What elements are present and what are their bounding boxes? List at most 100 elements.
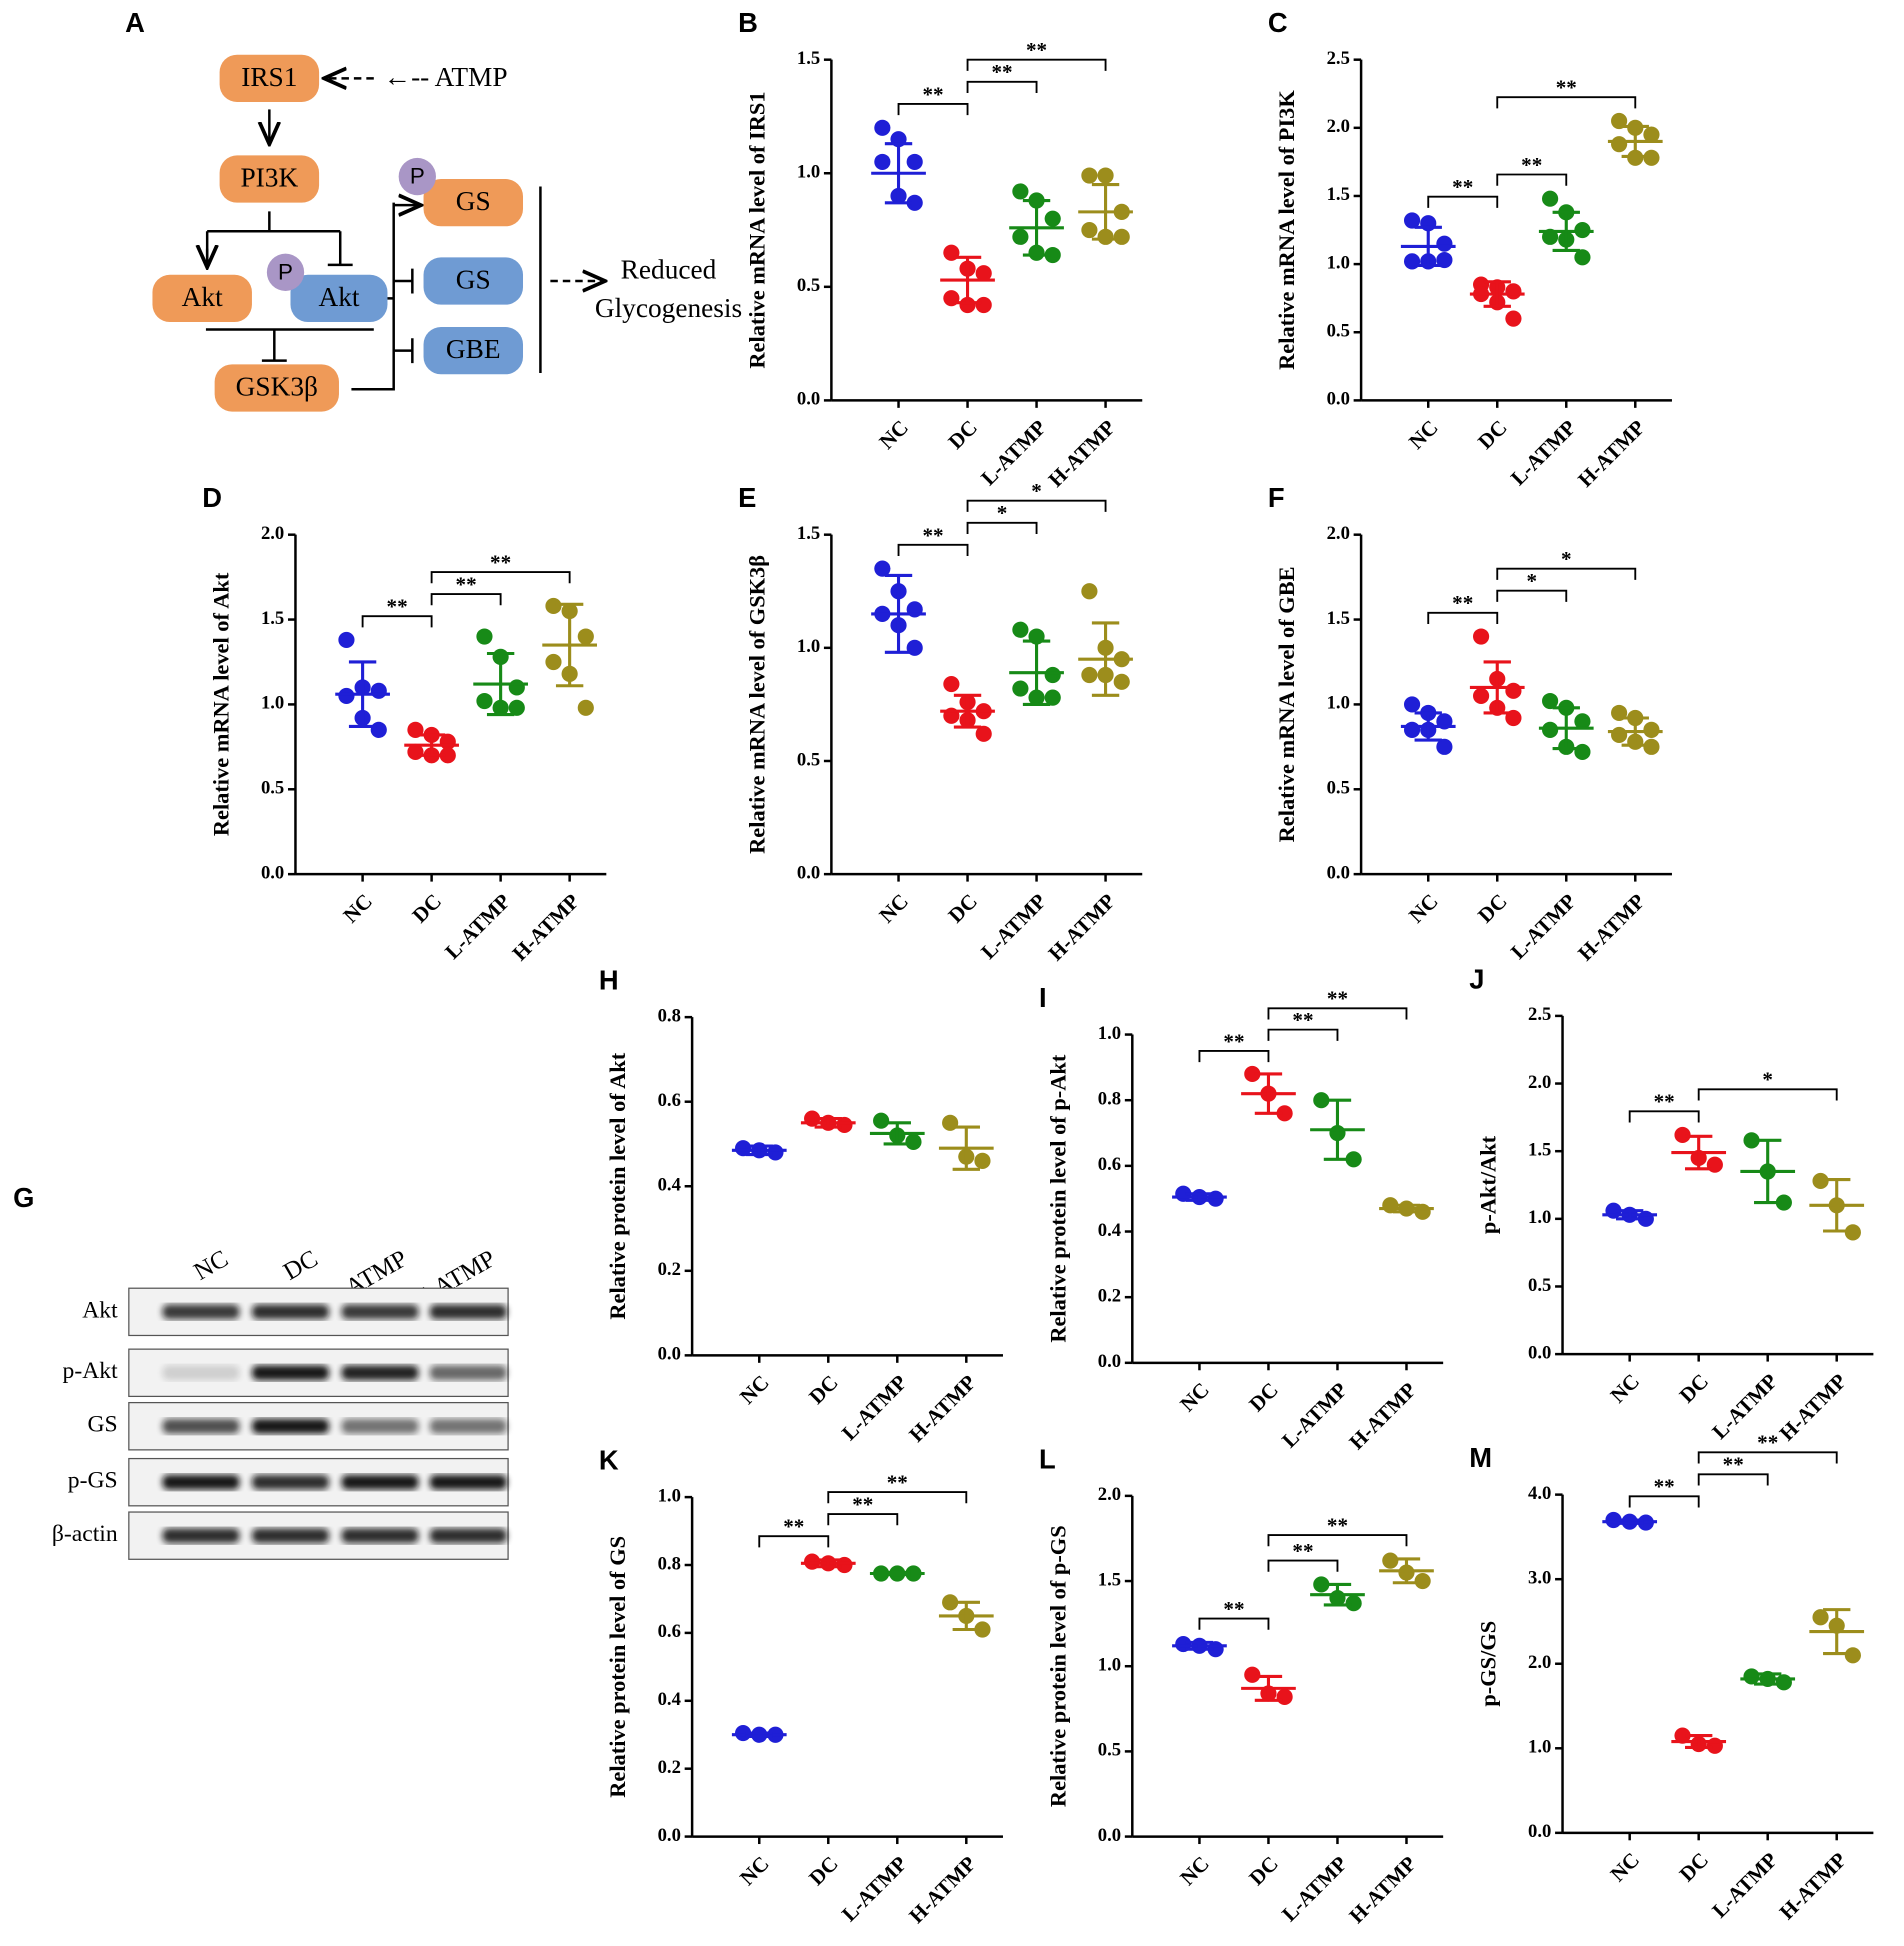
data-point xyxy=(508,699,525,716)
data-point xyxy=(1313,1576,1330,1593)
sig-bracket xyxy=(1496,173,1568,186)
row-label: β-actin xyxy=(52,1521,118,1547)
y-tick-label: 0.8 xyxy=(658,1553,681,1574)
data-point xyxy=(1012,228,1029,245)
band xyxy=(251,1474,330,1490)
data-point xyxy=(906,153,923,170)
y-tick-label: 0.5 xyxy=(261,778,284,799)
panel-letter: F xyxy=(1268,482,1285,513)
data-point xyxy=(476,692,493,710)
data-point xyxy=(1382,1552,1399,1569)
sig-label: ** xyxy=(1026,38,1047,62)
y-tick-label: 2.0 xyxy=(1098,1484,1121,1505)
x-tick-label: H-ATMP xyxy=(904,1370,980,1446)
data-point xyxy=(1345,1595,1362,1612)
node-label: Akt xyxy=(182,282,223,312)
y-tick-label: 0.5 xyxy=(1528,1275,1551,1296)
phospho-circle xyxy=(398,157,436,196)
sig-label: * xyxy=(997,501,1008,525)
lane-label: DC xyxy=(279,1245,322,1286)
sd-bar xyxy=(953,255,982,305)
sd-bar xyxy=(1022,198,1051,257)
band xyxy=(429,1474,507,1490)
y-tick-label: 1.0 xyxy=(797,162,820,183)
sd-bar xyxy=(745,1144,773,1157)
data-point xyxy=(767,1144,784,1161)
band xyxy=(251,1528,330,1544)
y-axis-label: Relative mRNA level of GBE xyxy=(1274,566,1299,842)
y-tick-label: 1.5 xyxy=(1528,1139,1551,1160)
data-point xyxy=(1473,628,1490,645)
panel-letter: M xyxy=(1469,1442,1492,1473)
data-point xyxy=(1012,183,1029,200)
data-point xyxy=(1844,1224,1861,1241)
y-tick-label: 0.0 xyxy=(658,1344,681,1365)
row-label: GS xyxy=(87,1412,117,1438)
data-point xyxy=(1081,221,1098,239)
y-tick-label: 1.0 xyxy=(1528,1737,1551,1758)
y-tick-label: 0.0 xyxy=(797,389,820,410)
panel-letter: I xyxy=(1039,982,1047,1013)
x-tick-label: DC xyxy=(1473,415,1512,454)
x-tick-label: H-ATMP xyxy=(1344,1851,1420,1927)
data-point xyxy=(1403,721,1421,738)
y-tick-label: 1.0 xyxy=(1098,1655,1121,1676)
sig-bracket xyxy=(1198,1050,1270,1063)
connector xyxy=(351,202,414,391)
chart: H Relative protein level of Akt 0.0 0.2 0.4 0… xyxy=(599,965,1003,1447)
data-point xyxy=(1403,212,1421,229)
y-tick-label: 0.0 xyxy=(261,862,284,883)
x-tick-label: L-ATMP xyxy=(1506,889,1581,964)
y-tick-label: 0.0 xyxy=(658,1825,681,1846)
data-point xyxy=(1313,1092,1330,1109)
y-tick-label: 0.0 xyxy=(1098,1351,1121,1372)
band xyxy=(429,1365,507,1381)
x-tick-label: NC xyxy=(1175,1851,1214,1890)
data-point xyxy=(1542,190,1559,207)
sig-bracket xyxy=(966,521,1038,534)
x-tick-label: L-ATMP xyxy=(976,889,1051,964)
data-point xyxy=(1244,1065,1261,1083)
sd-bar xyxy=(952,1600,980,1632)
sig-label: * xyxy=(1526,569,1537,593)
sig-bracket xyxy=(1496,96,1637,109)
sig-label: ** xyxy=(922,82,943,106)
sig-bracket xyxy=(1198,1617,1270,1630)
sig-label: ** xyxy=(490,550,511,574)
y-tick-label: 1.5 xyxy=(1327,184,1350,205)
x-tick-label: L-ATMP xyxy=(1277,1378,1352,1453)
sd-bar xyxy=(1754,1138,1782,1205)
data-point xyxy=(1473,687,1490,705)
data-point xyxy=(1403,696,1421,713)
band xyxy=(251,1304,330,1320)
data-point xyxy=(577,628,594,645)
data-point xyxy=(1081,167,1098,184)
y-tick-label: 1.0 xyxy=(658,1485,681,1506)
sig-label: ** xyxy=(1452,175,1473,199)
x-tick-label: DC xyxy=(1473,889,1512,928)
sig-label: * xyxy=(1031,479,1042,503)
data-point xyxy=(1674,1126,1691,1144)
panel-letter: J xyxy=(1469,963,1484,994)
data-point xyxy=(1044,666,1061,684)
y-tick-label: 0.5 xyxy=(797,749,820,770)
y-axis-label: Relative protein level of p-Akt xyxy=(1045,1054,1070,1342)
y-tick-label: 0.0 xyxy=(1327,389,1350,410)
data-point xyxy=(1505,682,1522,699)
band xyxy=(341,1365,419,1381)
x-tick-label: DC xyxy=(1675,1369,1714,1408)
chart: F Relative mRNA level of GBE 0.0 0.5 1.0 1.5 2… xyxy=(1268,482,1672,965)
node-label: Reduced xyxy=(621,255,717,285)
node-label: PI3K xyxy=(240,163,298,193)
node-box xyxy=(423,257,524,305)
data-point xyxy=(874,153,891,170)
data-point xyxy=(1414,1572,1431,1590)
sig-label: ** xyxy=(1327,1513,1348,1537)
sd-bar xyxy=(555,602,584,688)
sd-bar xyxy=(1323,1098,1352,1161)
y-tick-label: 2.5 xyxy=(1528,1004,1551,1025)
data-point xyxy=(1044,689,1061,706)
band xyxy=(162,1474,240,1490)
sig-label: ** xyxy=(1654,1090,1675,1114)
